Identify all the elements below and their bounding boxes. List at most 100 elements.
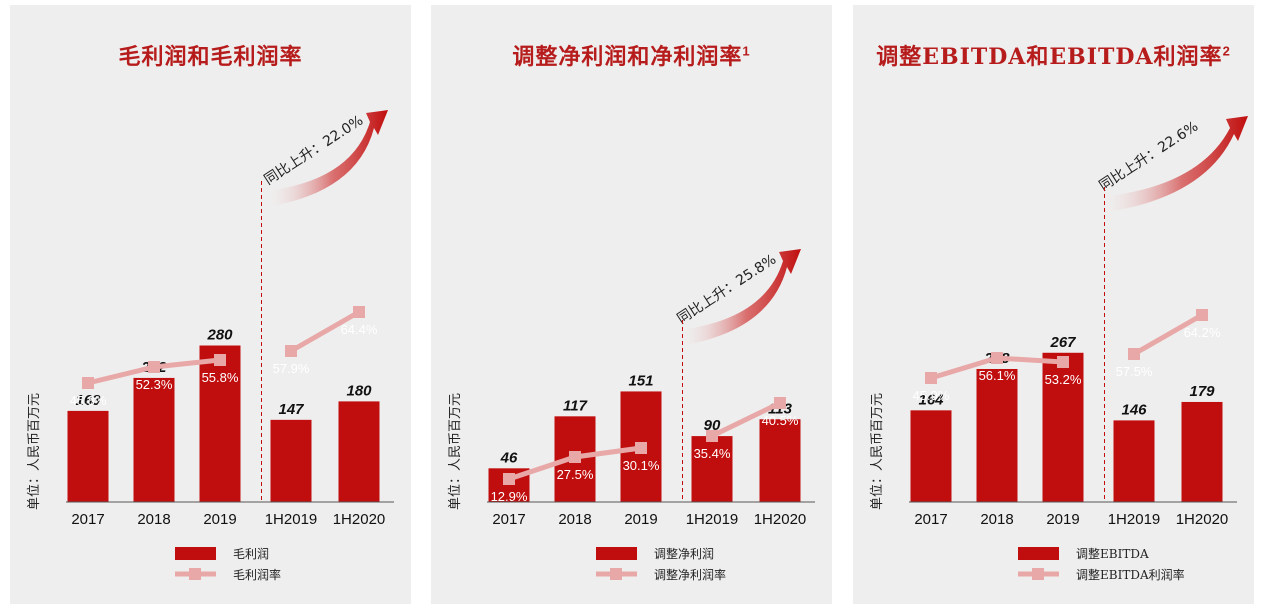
chart-title: 调整净利润和净利润率1 [512,43,751,70]
margin-value-label: 12.9% [491,489,528,504]
x-tick-label: 2019 [624,511,657,528]
margin-marker [82,377,94,389]
chart-title: 调整EBITDA和EBITDA利润率2 [876,43,1231,70]
legend-bar-label: 毛利润 [233,547,269,561]
bar [1113,420,1155,502]
bar [67,410,109,502]
legend-line-label: 毛利润率 [233,567,281,582]
bar-value-label: 146 [1121,401,1147,418]
margin-marker [214,354,226,366]
legend-line-label: 调整EBITDA利润率 [1076,567,1185,582]
bar [691,436,733,502]
margin-marker [148,361,160,373]
legend-line-marker [189,568,201,580]
yoy-growth-label: 同比上升：25.8% [674,252,779,328]
yoy-growth-label: 同比上升：22.0% [261,113,366,189]
x-tick-label: 2017 [71,511,104,528]
yoy-arrow-group: 同比上升：22.6% [1096,116,1248,213]
margin-value-label: 64.2% [1184,325,1221,340]
margin-value-label: 45.9% [913,388,950,403]
x-tick-label: 1H2020 [754,511,807,528]
margin-value-label: 56.1% [979,368,1016,383]
bar [199,345,241,502]
x-tick-label: 1H2020 [1176,511,1229,528]
yoy-arrow-group: 同比上升：25.8% [674,249,801,346]
x-tick-label: 2019 [1046,511,1079,528]
bar-value-label: 147 [278,401,304,418]
margin-value-label: 57.9% [273,361,310,376]
bar [910,410,952,502]
x-tick-label: 2018 [980,511,1013,528]
x-tick-label: 2017 [492,511,525,528]
margin-marker [774,397,786,409]
x-tick-label: 1H2019 [686,511,739,528]
margin-marker [925,372,937,384]
unit-label: 单位：人民币百万元 [27,393,42,510]
margin-value-label: 64.4% [341,322,378,337]
margin-marker [285,345,297,357]
bar [270,419,312,502]
bar-value-label: 46 [500,449,518,466]
yoy-arrow [1101,116,1248,213]
margin-marker [1128,348,1140,360]
margin-line [289,309,361,354]
chart-svg: 同比上升：22.6%1642382671461792017201820191H2… [870,116,1248,582]
chart-panel-adjusted-ebitda: 调整EBITDA和EBITDA利润率2 同比上升：22.6%1642382671… [853,5,1254,604]
margin-value-label: 35.4% [694,446,731,461]
bar [1042,352,1084,502]
bar-value-label: 117 [563,397,588,414]
margin-value-label: 55.8% [202,370,239,385]
chart-title: 毛利润和毛利润率 [118,44,303,70]
margin-value-label: 45.8% [70,393,107,408]
bar-value-label: 164 [918,391,944,408]
legend-line-marker [1032,568,1044,580]
bar-value-label: 163 [75,392,101,409]
bar [133,377,175,502]
margin-marker [569,451,581,463]
chart-svg: 同比上升：22.0%1632222801471802017201820191H2… [27,110,394,582]
margin-marker [353,306,365,318]
legend-bar-swatch [596,547,637,560]
margin-marker [1196,309,1208,321]
legend-line-marker [610,568,622,580]
legend-line-label: 调整净利润率 [654,567,726,582]
legend-bar-swatch [1018,547,1059,560]
margin-value-label: 57.5% [1116,364,1153,379]
margin-marker [1057,356,1069,368]
yoy-arrow [679,249,801,346]
chart-panel-adjusted-net-profit: 调整净利润和净利润率1 同比上升：25.8%461171519011320172… [431,5,832,604]
margin-marker [991,352,1003,364]
chart-panel-gross-profit: 毛利润和毛利润率 同比上升：22.0%163222280147180201720… [10,5,411,604]
bar-value-label: 267 [1049,334,1076,351]
margin-line [1132,312,1204,357]
margin-value-label: 27.5% [557,467,594,482]
yoy-arrow [266,110,388,207]
bar-value-label: 180 [346,382,372,399]
margin-marker [706,430,718,442]
chart-svg: 同比上升：25.8%46117151901132017201820191H201… [448,249,815,582]
bar-value-label: 90 [704,417,721,434]
margin-value-label: 52.3% [136,377,173,392]
bar-value-label: 280 [206,327,233,344]
bar [338,401,380,502]
legend-bar-label: 调整EBITDA [1076,546,1149,561]
yoy-arrow-group: 同比上升：22.0% [261,110,388,207]
margin-value-label: 40.5% [762,413,799,428]
margin-marker [635,442,647,454]
margin-value-label: 53.2% [1045,372,1082,387]
x-tick-label: 2018 [558,511,591,528]
legend-bar-swatch [175,547,216,560]
bar [759,419,801,502]
bar [1181,401,1223,502]
margin-marker [503,473,515,485]
bar-value-label: 151 [628,372,653,389]
margin-value-label: 30.1% [623,458,660,473]
x-tick-label: 1H2019 [1108,511,1161,528]
unit-label: 单位：人民币百万元 [448,393,463,510]
legend-bar-label: 调整净利润 [654,546,714,561]
x-tick-label: 2019 [203,511,236,528]
bar-value-label: 179 [1189,383,1215,400]
x-tick-label: 1H2019 [265,511,318,528]
margin-line [710,400,782,439]
x-tick-label: 2017 [914,511,947,528]
